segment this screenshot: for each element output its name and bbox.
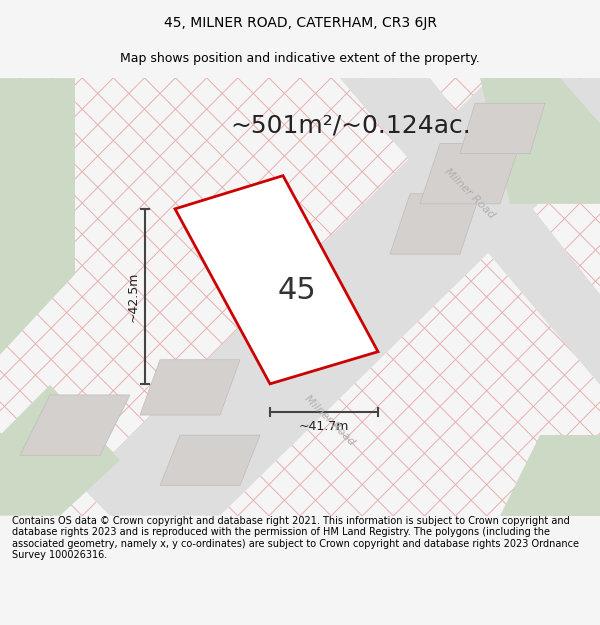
Text: Milner Road: Milner Road <box>303 393 357 447</box>
Polygon shape <box>175 176 378 384</box>
Text: ~42.5m: ~42.5m <box>127 271 140 321</box>
Text: ~41.7m: ~41.7m <box>299 420 349 433</box>
Polygon shape <box>390 194 480 254</box>
Polygon shape <box>420 144 520 204</box>
Polygon shape <box>460 103 545 154</box>
Polygon shape <box>340 78 600 385</box>
Text: Contains OS data © Crown copyright and database right 2021. This information is : Contains OS data © Crown copyright and d… <box>12 516 579 561</box>
Text: Map shows position and indicative extent of the property.: Map shows position and indicative extent… <box>120 52 480 65</box>
Polygon shape <box>480 78 600 204</box>
Polygon shape <box>500 435 600 516</box>
Polygon shape <box>80 78 600 516</box>
Polygon shape <box>0 78 75 355</box>
Polygon shape <box>20 395 130 455</box>
Polygon shape <box>140 360 240 415</box>
Text: ~501m²/~0.124ac.: ~501m²/~0.124ac. <box>230 113 471 138</box>
Polygon shape <box>160 435 260 486</box>
Text: 45, MILNER ROAD, CATERHAM, CR3 6JR: 45, MILNER ROAD, CATERHAM, CR3 6JR <box>163 16 437 31</box>
Text: 45: 45 <box>277 276 316 304</box>
Polygon shape <box>0 385 120 516</box>
Text: Milner Road: Milner Road <box>443 167 497 221</box>
